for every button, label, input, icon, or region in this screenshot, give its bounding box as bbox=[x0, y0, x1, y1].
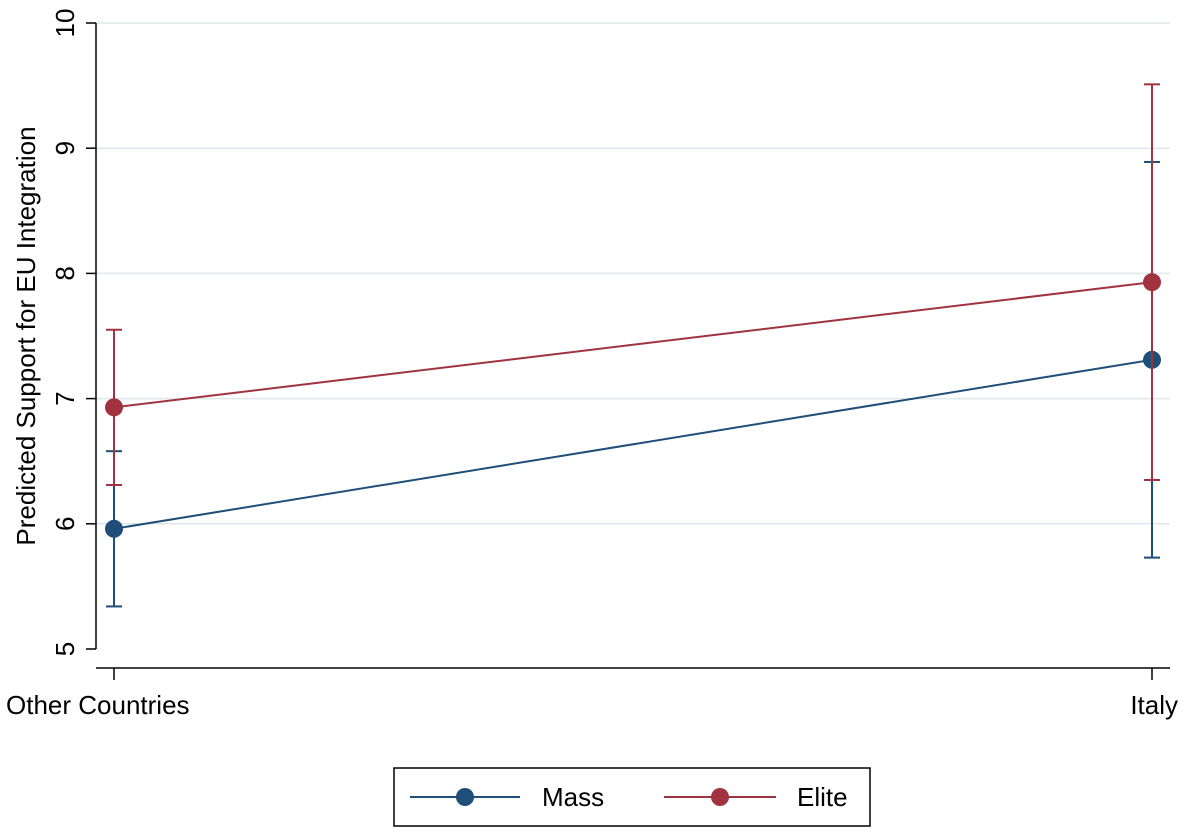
y-tick-label: 6 bbox=[50, 517, 80, 531]
legend-item-mass: Mass bbox=[410, 782, 604, 812]
legend-marker bbox=[711, 788, 729, 806]
y-tick-label: 10 bbox=[50, 9, 80, 38]
series-mass bbox=[105, 160, 1161, 608]
data-point bbox=[105, 398, 123, 417]
legend-marker bbox=[456, 788, 474, 806]
legend-label: Elite bbox=[797, 782, 848, 812]
x-tick-label: Italy bbox=[1130, 690, 1178, 720]
gridlines bbox=[96, 22, 1170, 525]
legend-item-elite: Elite bbox=[664, 782, 848, 812]
legend: Mass Elite bbox=[393, 767, 871, 827]
y-ticks: 5 6 7 8 9 10 bbox=[50, 9, 96, 656]
y-tick-label: 5 bbox=[50, 642, 80, 656]
y-tick-label: 9 bbox=[50, 141, 80, 155]
series-line bbox=[113, 281, 1153, 409]
y-axis-label: Predicted Support for EU Integration bbox=[11, 126, 41, 545]
series-layer bbox=[105, 83, 1161, 608]
axes bbox=[95, 23, 1170, 669]
series-elite bbox=[105, 83, 1161, 486]
x-tick-label: Other Countries bbox=[6, 690, 190, 720]
y-tick-label: 7 bbox=[50, 391, 80, 405]
legend-label: Mass bbox=[542, 782, 604, 812]
y-tick-label: 8 bbox=[50, 266, 80, 280]
x-ticks: Other Countries Italy bbox=[6, 668, 1178, 720]
data-point bbox=[1143, 273, 1161, 292]
series-line bbox=[113, 358, 1153, 530]
data-point bbox=[105, 519, 123, 538]
